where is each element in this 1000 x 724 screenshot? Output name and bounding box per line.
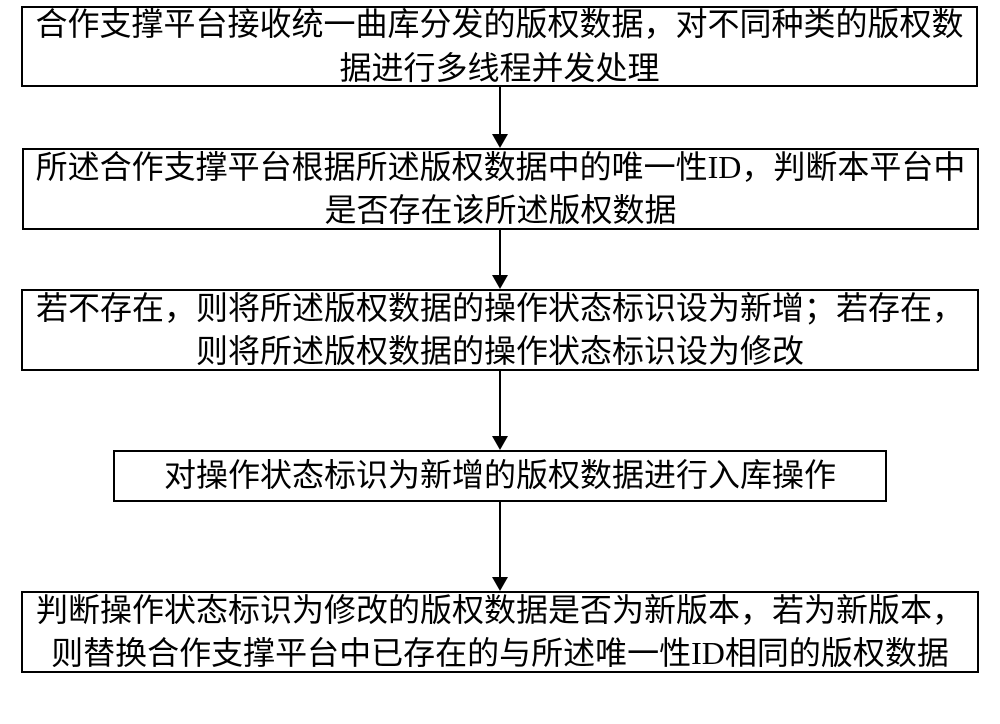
flow-arrow-4-line bbox=[499, 502, 501, 577]
flow-arrow-3-head bbox=[492, 436, 508, 450]
flow-step-1: 合作支撑平台接收统一曲库分发的版权数据，对不同种类的版权数据进行多线程并发处理 bbox=[21, 6, 978, 87]
flow-step-5: 判断操作状态标识为修改的版权数据是否为新版本，若为新版本，则替换合作支撑平台中已… bbox=[21, 591, 979, 673]
flowchart-container: 合作支撑平台接收统一曲库分发的版权数据，对不同种类的版权数据进行多线程并发处理所… bbox=[0, 0, 1000, 724]
flow-arrow-4-head bbox=[492, 577, 508, 591]
flow-arrow-2-head bbox=[492, 275, 508, 289]
flow-arrow-1-line bbox=[499, 87, 501, 134]
flow-step-4: 对操作状态标识为新增的版权数据进行入库操作 bbox=[113, 450, 887, 502]
flow-step-2: 所述合作支撑平台根据所述版权数据中的唯一性ID，判断本平台中是否存在该所述版权数… bbox=[22, 148, 979, 230]
flow-arrow-2-line bbox=[499, 230, 501, 275]
flow-step-3: 若不存在，则将所述版权数据的操作状态标识设为新增；若存在，则将所述版权数据的操作… bbox=[21, 289, 979, 371]
flow-arrow-1-head bbox=[492, 134, 508, 148]
flow-arrow-3-line bbox=[499, 371, 501, 436]
